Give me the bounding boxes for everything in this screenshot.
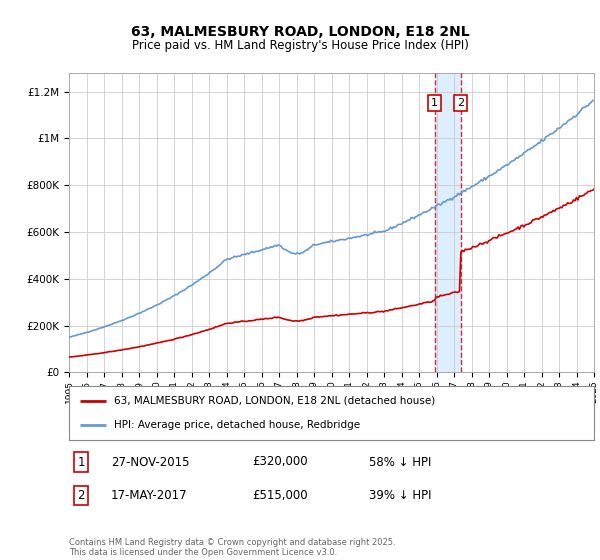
Text: Contains HM Land Registry data © Crown copyright and database right 2025.
This d: Contains HM Land Registry data © Crown c…	[69, 538, 395, 557]
Text: Price paid vs. HM Land Registry's House Price Index (HPI): Price paid vs. HM Land Registry's House …	[131, 39, 469, 52]
Text: 2: 2	[457, 98, 464, 108]
Text: 63, MALMESBURY ROAD, LONDON, E18 2NL: 63, MALMESBURY ROAD, LONDON, E18 2NL	[131, 25, 469, 39]
Bar	[435, 73, 461, 372]
Text: 27-NOV-2015: 27-NOV-2015	[111, 455, 190, 469]
Text: 1: 1	[77, 455, 85, 469]
Text: 39% ↓ HPI: 39% ↓ HPI	[369, 489, 431, 502]
Text: 1: 1	[431, 98, 438, 108]
Text: 2: 2	[77, 489, 85, 502]
Text: £515,000: £515,000	[252, 489, 308, 502]
Text: 17-MAY-2017: 17-MAY-2017	[111, 489, 188, 502]
Text: 63, MALMESBURY ROAD, LONDON, E18 2NL (detached house): 63, MALMESBURY ROAD, LONDON, E18 2NL (de…	[113, 396, 435, 406]
Text: £320,000: £320,000	[252, 455, 308, 469]
Text: 58% ↓ HPI: 58% ↓ HPI	[369, 455, 431, 469]
Text: HPI: Average price, detached house, Redbridge: HPI: Average price, detached house, Redb…	[113, 420, 360, 430]
